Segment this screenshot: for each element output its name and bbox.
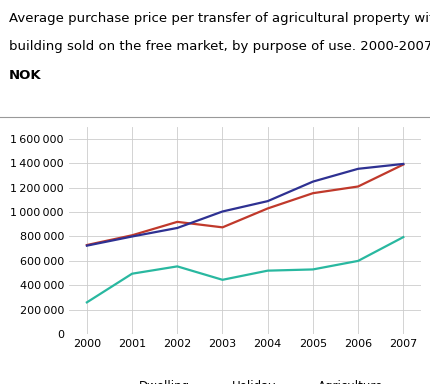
Text: Average purchase price per transfer of agricultural property with: Average purchase price per transfer of a… [9, 12, 430, 25]
Holiday [310, 267, 316, 272]
Dwelling [356, 184, 361, 189]
Agriculture [220, 209, 225, 214]
Dwelling [129, 233, 135, 238]
Holiday [356, 258, 361, 263]
Holiday [129, 271, 135, 276]
Legend: Dwelling, Holiday, Agriculture: Dwelling, Holiday, Agriculture [103, 375, 387, 384]
Dwelling [401, 162, 406, 167]
Agriculture [401, 162, 406, 166]
Holiday [175, 264, 180, 269]
Agriculture [356, 167, 361, 171]
Holiday [220, 278, 225, 282]
Agriculture [84, 243, 89, 248]
Agriculture [310, 179, 316, 184]
Holiday [84, 300, 89, 305]
Agriculture [129, 234, 135, 239]
Text: NOK: NOK [9, 69, 41, 82]
Line: Dwelling: Dwelling [87, 164, 403, 245]
Holiday [401, 235, 406, 239]
Line: Holiday: Holiday [87, 237, 403, 302]
Dwelling [265, 206, 270, 211]
Dwelling [310, 191, 316, 195]
Dwelling [84, 243, 89, 247]
Agriculture [265, 199, 270, 204]
Line: Agriculture: Agriculture [87, 164, 403, 246]
Text: building sold on the free market, by purpose of use. 2000-2007.: building sold on the free market, by pur… [9, 40, 430, 53]
Dwelling [175, 220, 180, 224]
Dwelling [220, 225, 225, 230]
Agriculture [175, 226, 180, 230]
Holiday [265, 268, 270, 273]
